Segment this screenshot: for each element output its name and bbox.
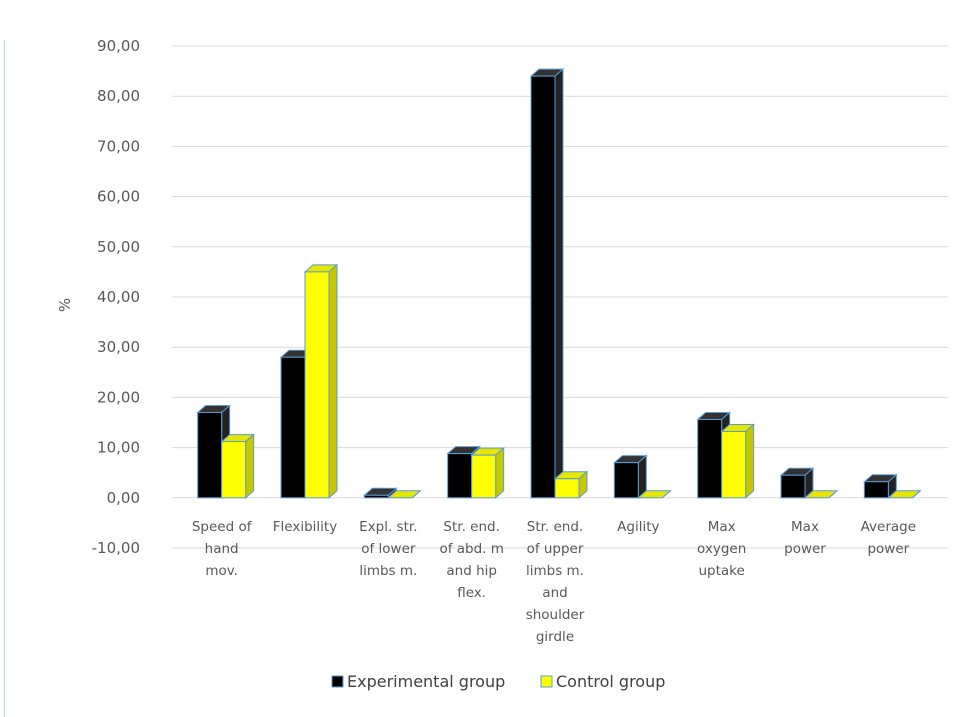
y-axis-title: % [56, 298, 74, 312]
bar-front-face [530, 75, 556, 499]
bar-control [720, 423, 755, 499]
y-tick-label: 20,00 [97, 388, 140, 406]
bar-front-face [304, 271, 330, 499]
legend-label-experimental: Experimental group [347, 672, 505, 691]
bar-front-face [363, 494, 389, 499]
bar-experimental [529, 68, 565, 499]
y-tick-label: 90,00 [97, 37, 140, 55]
category-label: Max power [784, 519, 826, 557]
legend-swatch-experimental [331, 675, 344, 688]
bar-control [303, 263, 339, 499]
bar-side-face [662, 490, 671, 499]
legend: Experimental group Control group [331, 672, 665, 691]
legend-swatch-control [540, 675, 553, 688]
y-tick-label: 50,00 [97, 238, 140, 256]
bar-front-face [447, 453, 473, 499]
bars [196, 68, 922, 499]
bar-front-face [197, 411, 223, 499]
bar-front-face [863, 481, 889, 499]
category-label: Expl. str. of lower limbs m. [359, 519, 417, 579]
y-tick-label: -10,00 [92, 539, 140, 557]
bar-side-face [912, 490, 921, 499]
bar-front-face [280, 356, 306, 499]
bar-front-face [554, 478, 580, 499]
y-axis-ticks: 90,00 80,00 70,00 60,00 50,00 40,00 30,00 20,00… [92, 37, 140, 557]
y-tick-label: 0,00 [107, 489, 140, 507]
category-label: Max oxygen uptake [697, 519, 746, 579]
bar-control [470, 447, 505, 499]
bar-control [637, 490, 672, 499]
category-label: Average power [861, 519, 916, 557]
y-tick-label: 10,00 [97, 439, 140, 457]
y-tick-label: 70,00 [97, 137, 140, 155]
category-label: Speed of hand mov. [192, 519, 253, 579]
y-tick-label: 60,00 [97, 188, 140, 206]
bar-side-face [828, 490, 838, 499]
y-tick-label: 40,00 [97, 288, 140, 306]
y-tick-label: 30,00 [97, 338, 140, 356]
category-label: Str. end. of upper limbs m. and shoulder gird… [526, 519, 585, 645]
category-label: Flexibility [273, 519, 337, 535]
bar-side-face [245, 433, 255, 499]
bar-front-face [697, 418, 723, 499]
bar-side-face [554, 68, 564, 499]
category-labels: Speed of hand mov. Flexibility Expl. str. of … [192, 519, 916, 645]
bar-control [887, 490, 922, 499]
bar-side-face [328, 263, 338, 499]
bar-control [387, 490, 422, 499]
bar-experimental [363, 487, 398, 499]
y-tick-label: 80,00 [97, 87, 140, 105]
category-label: Agility [617, 519, 659, 535]
bar-experimental [613, 454, 648, 499]
bar-experimental [779, 467, 815, 499]
left-edge-line [4, 40, 5, 717]
category-label: Str. end. of abd. m and hip flex. [439, 519, 503, 601]
bar-side-face [495, 447, 505, 499]
bar-front-face [613, 462, 639, 499]
legend-label-control: Control group [556, 672, 665, 691]
bar-front-face [471, 454, 497, 499]
bar-control [220, 433, 255, 499]
bar-front-face [780, 474, 806, 499]
bar-control [803, 490, 839, 499]
bar-side-face [745, 423, 755, 499]
bar-control [553, 470, 589, 499]
bar-front-face [221, 441, 247, 499]
bar-side-face [412, 490, 421, 499]
bar-front-face [721, 431, 747, 499]
